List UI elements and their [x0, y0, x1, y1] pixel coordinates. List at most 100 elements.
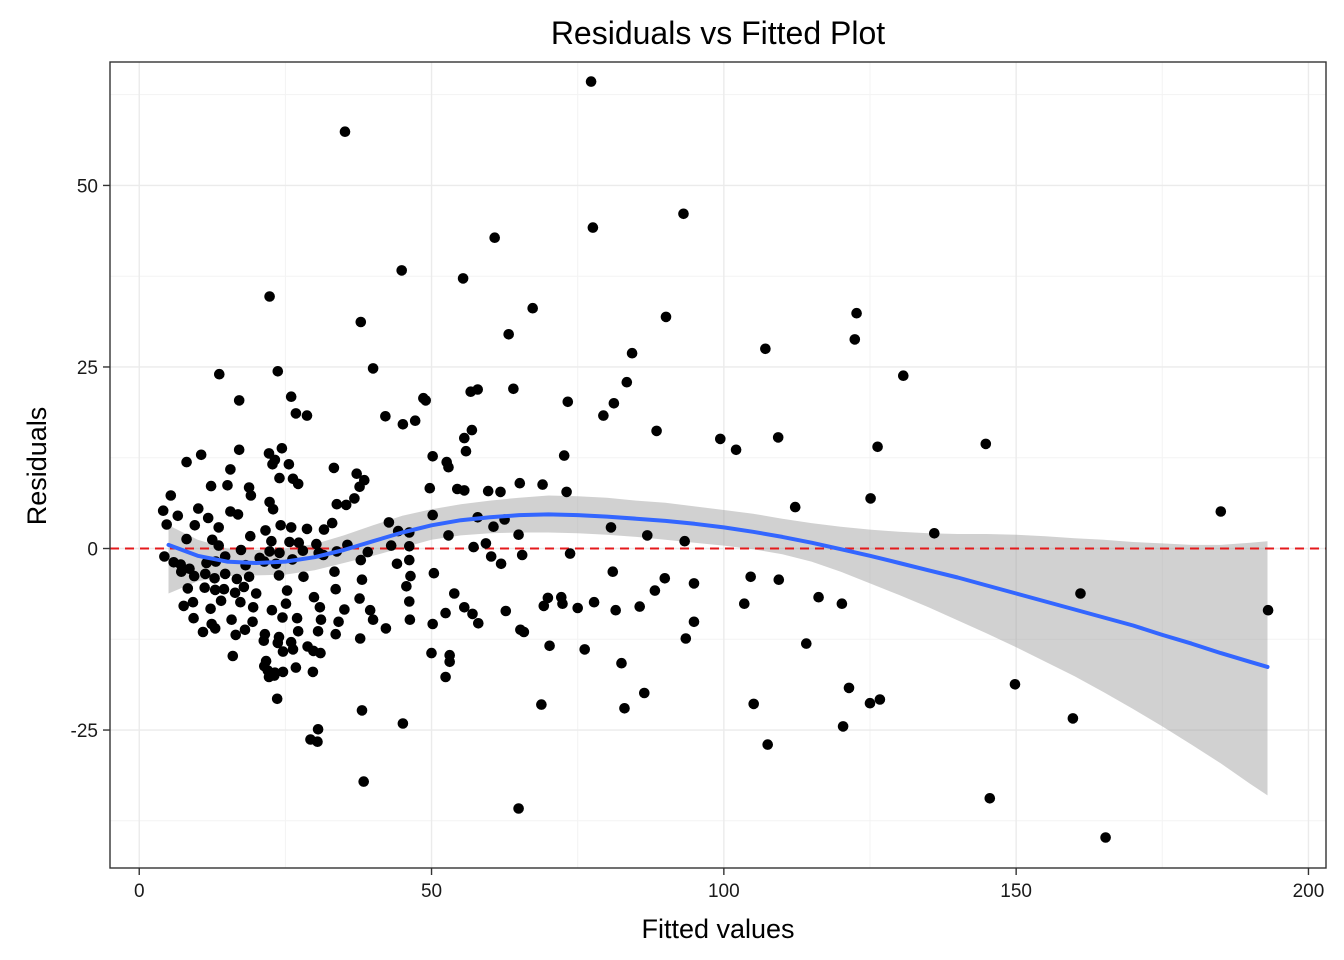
data-point [468, 541, 479, 553]
data-point [678, 208, 689, 220]
data-point [616, 657, 627, 669]
data-point [634, 601, 645, 612]
data-point [527, 302, 538, 314]
data-point [329, 566, 340, 577]
data-point [227, 650, 239, 662]
data-point [225, 464, 236, 475]
data-point [229, 587, 241, 599]
data-point [188, 570, 200, 582]
data-point [503, 329, 514, 340]
data-point [587, 222, 599, 233]
data-point [409, 415, 421, 427]
data-point [209, 623, 221, 634]
data-point [485, 551, 497, 562]
data-point [843, 682, 855, 694]
data-point [367, 614, 379, 625]
data-point [181, 533, 192, 545]
data-point [542, 592, 554, 604]
data-point [355, 316, 367, 328]
data-point [315, 647, 326, 659]
data-point [557, 598, 568, 609]
data-point [1067, 713, 1079, 724]
data-point [230, 629, 241, 641]
data-point [929, 528, 940, 539]
data-point [275, 520, 287, 531]
data-point [281, 585, 293, 596]
data-point [355, 554, 367, 566]
data-point [260, 525, 271, 536]
points-layer [157, 76, 1274, 843]
data-point [267, 504, 279, 515]
data-point [773, 574, 785, 585]
data-point [500, 605, 512, 617]
data-point [271, 693, 283, 705]
data-point [272, 366, 284, 377]
data-point [380, 623, 392, 634]
data-point [385, 540, 397, 551]
data-point [215, 595, 227, 607]
data-point [864, 697, 876, 709]
data-point [222, 480, 233, 491]
data-point [311, 538, 322, 550]
data-point [247, 616, 258, 628]
data-point [443, 461, 454, 473]
data-point [608, 398, 620, 409]
data-point [401, 581, 412, 592]
x-axis: 0 50 100 150 200 [134, 868, 1324, 902]
data-point [760, 343, 771, 355]
data-point [739, 598, 750, 609]
data-point [238, 581, 250, 593]
data-point [312, 724, 324, 735]
data-point [283, 459, 295, 470]
data-point [245, 490, 257, 501]
data-point [427, 618, 439, 630]
x-tick-label: 0 [134, 881, 145, 902]
data-point [813, 591, 824, 603]
data-point [588, 596, 600, 608]
data-point [801, 638, 812, 649]
data-point [292, 626, 304, 637]
data-point [837, 721, 849, 732]
data-point [280, 598, 292, 609]
data-point [396, 265, 408, 276]
data-point [331, 498, 343, 510]
data-point [193, 503, 204, 514]
data-point [426, 647, 437, 659]
data-point [1009, 679, 1021, 690]
data-point [291, 612, 303, 624]
data-point [165, 490, 177, 501]
data-point [745, 571, 756, 583]
y-tick-label: -25 [71, 721, 98, 742]
data-point [235, 544, 247, 556]
data-point [688, 578, 700, 589]
data-point [467, 608, 478, 620]
data-point [397, 718, 409, 729]
data-point [239, 624, 251, 636]
data-point [308, 591, 320, 603]
data-point [585, 76, 597, 87]
data-point [457, 273, 469, 284]
data-point [199, 582, 210, 593]
data-point [367, 363, 379, 374]
data-point [443, 530, 454, 541]
data-point [659, 573, 671, 584]
data-point [276, 443, 288, 454]
data-point [200, 568, 211, 580]
data-point [383, 517, 395, 528]
data-point [233, 444, 245, 456]
chart-title: Residuals vs Fitted Plot [551, 15, 885, 51]
data-point [849, 334, 861, 345]
data-point [639, 687, 650, 699]
data-point [851, 307, 862, 319]
data-point [328, 462, 340, 474]
data-point [562, 396, 574, 408]
data-point [290, 408, 302, 419]
data-point [564, 548, 576, 559]
data-point [277, 666, 289, 678]
data-point [315, 614, 327, 625]
data-point [579, 644, 590, 655]
data-point [326, 517, 338, 529]
data-point [354, 593, 365, 604]
data-point [314, 602, 326, 613]
